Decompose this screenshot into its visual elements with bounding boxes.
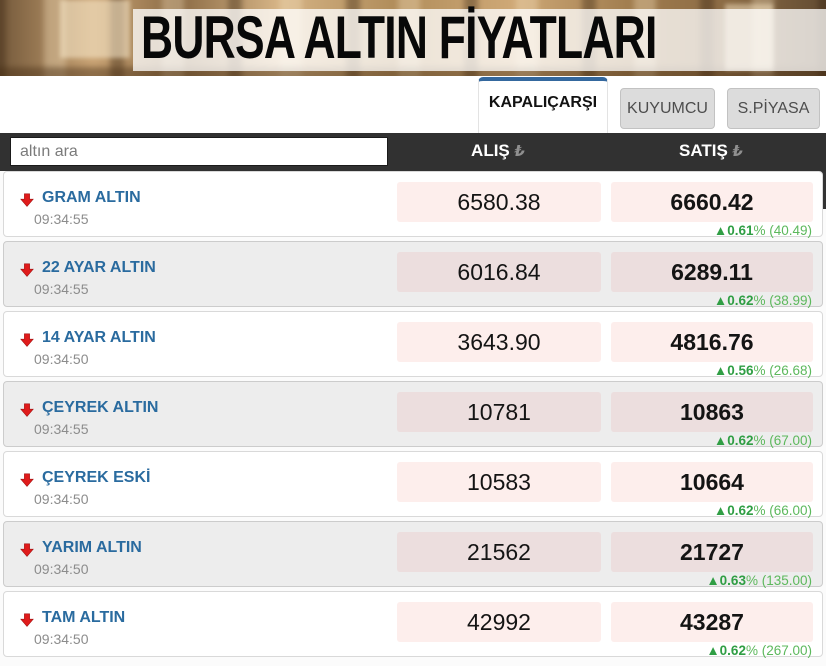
tab-kapalicarsi[interactable]: KAPALIÇARŞI bbox=[478, 77, 608, 133]
change-percent: ▲0.62 bbox=[713, 503, 754, 518]
tab-kuyumcu[interactable]: KUYUMCU bbox=[620, 88, 715, 129]
quote-time: 09:34:50 bbox=[34, 351, 89, 367]
table-row: YARIM ALTIN 09:34:50 21562 21727 ▲0.63% … bbox=[3, 521, 823, 588]
change-percent: ▲0.62 bbox=[713, 293, 754, 308]
price-down-arrow-icon bbox=[20, 333, 34, 347]
table-row: GRAM ALTIN 09:34:55 6580.38 6660.42 ▲0.6… bbox=[3, 171, 823, 238]
gold-type-link[interactable]: GRAM ALTIN bbox=[42, 189, 141, 206]
change-indicator: ▲0.62% (66.00) bbox=[714, 503, 812, 518]
change-amount: % (67.00) bbox=[753, 433, 812, 448]
tab-bar: KAPALIÇARŞI KUYUMCU S.PİYASA bbox=[0, 76, 826, 209]
sell-price: 21727 bbox=[611, 532, 813, 572]
sell-price: 10664 bbox=[611, 462, 813, 502]
page-title: BURSA ALTIN FİYATLARI bbox=[141, 4, 657, 71]
quote-time: 09:34:50 bbox=[34, 561, 89, 577]
sell-price: 6289.11 bbox=[611, 252, 813, 292]
buy-price: 6580.38 bbox=[397, 182, 601, 222]
sell-label: SATIŞ bbox=[679, 141, 728, 160]
change-amount: % (38.99) bbox=[753, 293, 812, 308]
table-header: ALIŞ ₺ SATIŞ ₺ bbox=[0, 133, 826, 171]
price-down-arrow-icon bbox=[20, 543, 34, 557]
buy-price: 21562 bbox=[397, 532, 601, 572]
change-amount: % (267.00) bbox=[745, 643, 812, 658]
header-banner: BURSA ALTIN FİYATLARI bbox=[0, 0, 826, 76]
change-amount: % (26.68) bbox=[753, 363, 812, 378]
change-percent: ▲0.62 bbox=[713, 433, 754, 448]
title-band bbox=[133, 9, 826, 71]
photo-highlight bbox=[60, 0, 130, 58]
gold-type-link[interactable]: 22 AYAR ALTIN bbox=[42, 259, 156, 276]
price-down-arrow-icon bbox=[20, 613, 34, 627]
quote-time: 09:34:50 bbox=[34, 491, 89, 507]
change-amount: % (135.00) bbox=[745, 573, 812, 588]
buy-price: 6016.84 bbox=[397, 252, 601, 292]
table-row: TAM ALTIN 09:34:50 42992 43287 ▲0.62% (2… bbox=[3, 591, 823, 658]
quote-time: 09:34:50 bbox=[34, 631, 89, 647]
buy-price: 3643.90 bbox=[397, 322, 601, 362]
change-indicator: ▲0.62% (67.00) bbox=[714, 433, 812, 448]
change-amount: % (66.00) bbox=[753, 503, 812, 518]
change-percent: ▲0.56 bbox=[713, 363, 754, 378]
sell-price: 6660.42 bbox=[611, 182, 813, 222]
sell-price: 4816.76 bbox=[611, 322, 813, 362]
gold-type-link[interactable]: TAM ALTIN bbox=[42, 609, 126, 626]
change-indicator: ▲0.56% (26.68) bbox=[714, 363, 812, 378]
rows: GRAM ALTIN 09:34:55 6580.38 6660.42 ▲0.6… bbox=[3, 171, 823, 661]
quote-time: 09:34:55 bbox=[34, 421, 89, 437]
search-input[interactable] bbox=[10, 137, 388, 166]
change-indicator: ▲0.62% (267.00) bbox=[706, 643, 812, 658]
tab-spiyasa[interactable]: S.PİYASA bbox=[727, 88, 820, 129]
table-row: 14 AYAR ALTIN 09:34:50 3643.90 4816.76 ▲… bbox=[3, 311, 823, 378]
price-down-arrow-icon bbox=[20, 193, 34, 207]
buy-price: 42992 bbox=[397, 602, 601, 642]
price-down-arrow-icon bbox=[20, 263, 34, 277]
price-down-arrow-icon bbox=[20, 473, 34, 487]
change-indicator: ▲0.62% (38.99) bbox=[714, 293, 812, 308]
quote-time: 09:34:55 bbox=[34, 281, 89, 297]
gold-type-link[interactable]: YARIM ALTIN bbox=[42, 539, 142, 556]
lira-icon: ₺ bbox=[514, 142, 525, 160]
quote-time: 09:34:55 bbox=[34, 211, 89, 227]
price-down-arrow-icon bbox=[20, 403, 34, 417]
table-row: ÇEYREK ESKİ 09:34:50 10583 10664 ▲0.62% … bbox=[3, 451, 823, 518]
gold-type-link[interactable]: 14 AYAR ALTIN bbox=[42, 329, 156, 346]
gold-type-link[interactable]: ÇEYREK ESKİ bbox=[42, 469, 151, 486]
column-header-sell: SATIŞ ₺ bbox=[610, 133, 812, 171]
buy-price: 10781 bbox=[397, 392, 601, 432]
change-amount: % (40.49) bbox=[753, 223, 812, 238]
column-header-buy: ALIŞ ₺ bbox=[396, 133, 600, 171]
buy-label: ALIŞ bbox=[471, 141, 510, 160]
table-row: ÇEYREK ALTIN 09:34:55 10781 10863 ▲0.62%… bbox=[3, 381, 823, 448]
change-indicator: ▲0.63% (135.00) bbox=[706, 573, 812, 588]
lira-icon: ₺ bbox=[732, 142, 743, 160]
change-percent: ▲0.63 bbox=[706, 573, 746, 588]
table-row: 22 AYAR ALTIN 09:34:55 6016.84 6289.11 ▲… bbox=[3, 241, 823, 308]
sell-price: 10863 bbox=[611, 392, 813, 432]
change-indicator: ▲0.61% (40.49) bbox=[714, 223, 812, 238]
sell-price: 43287 bbox=[611, 602, 813, 642]
gold-type-link[interactable]: ÇEYREK ALTIN bbox=[42, 399, 159, 416]
change-percent: ▲0.61 bbox=[713, 223, 754, 238]
change-percent: ▲0.62 bbox=[706, 643, 746, 658]
buy-price: 10583 bbox=[397, 462, 601, 502]
